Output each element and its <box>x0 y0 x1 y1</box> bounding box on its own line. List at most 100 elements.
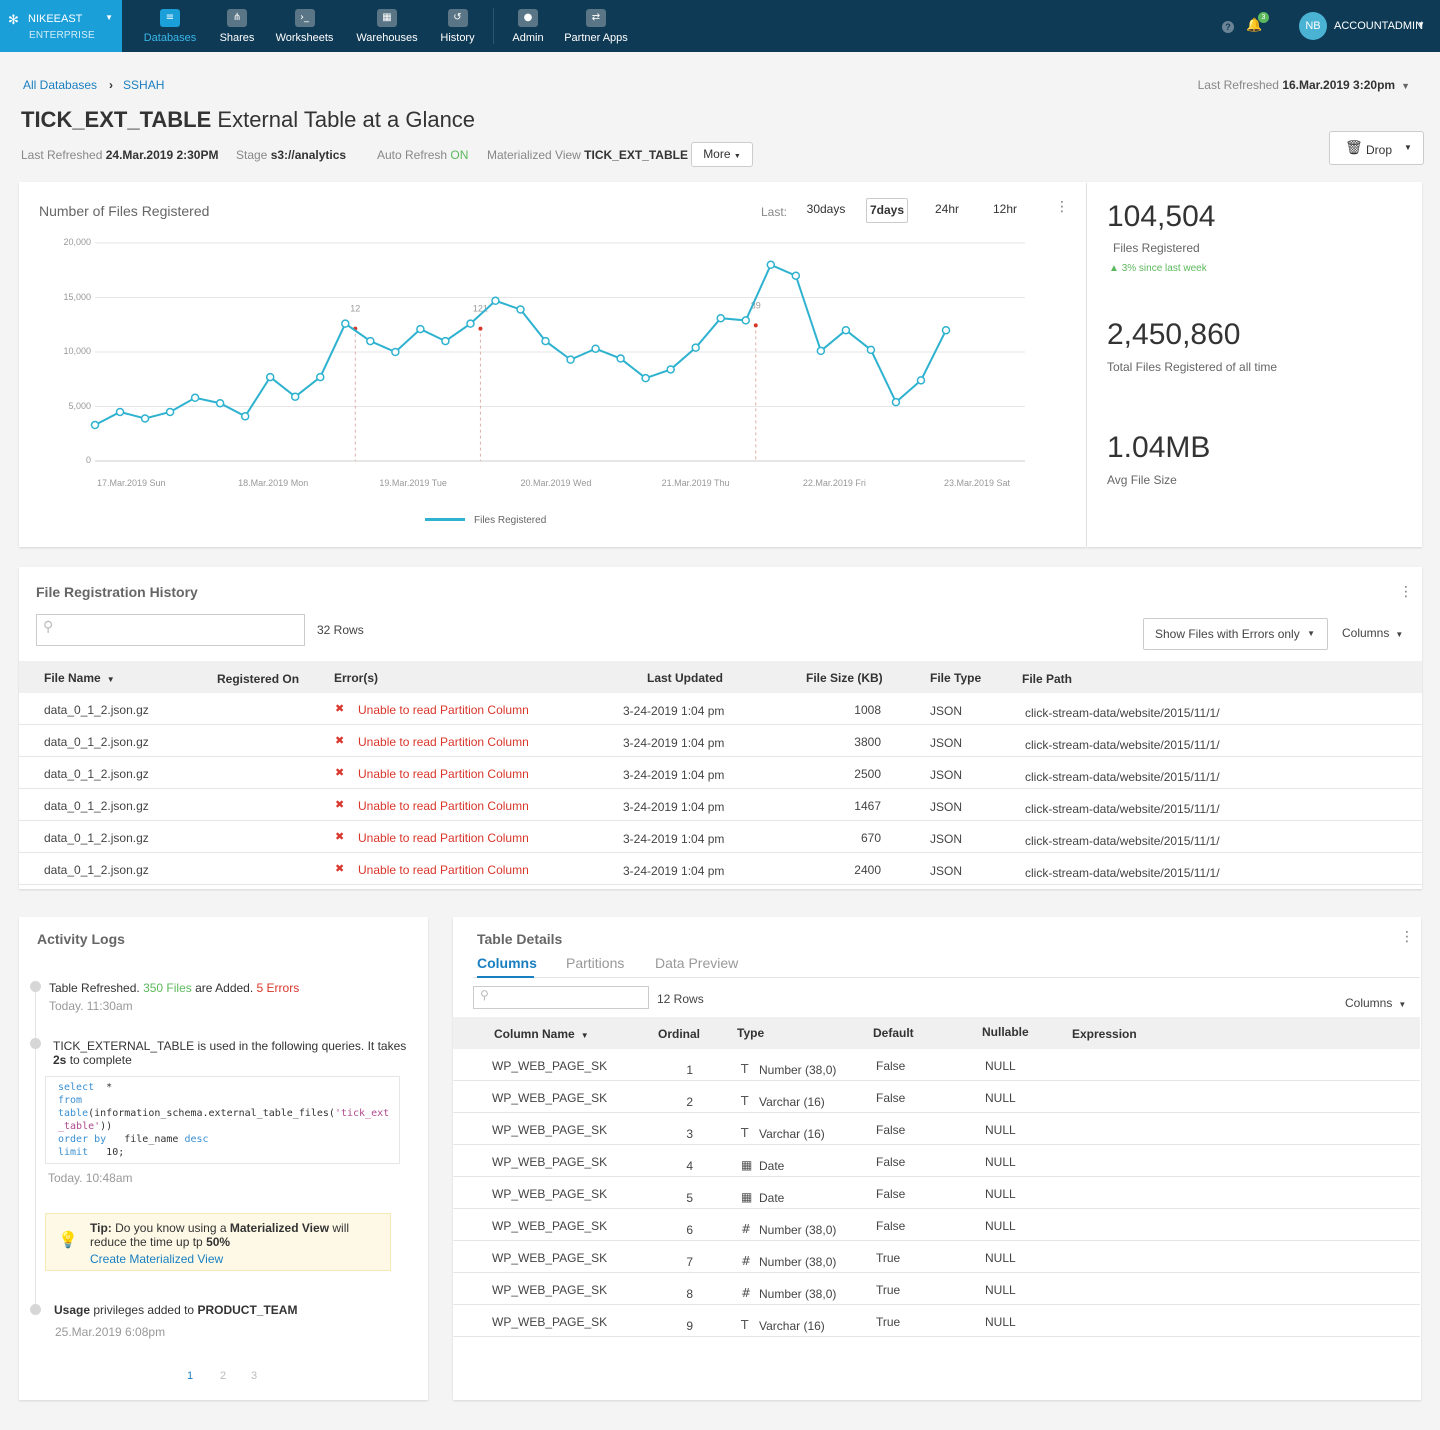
kebab-menu-icon[interactable]: ⋮ <box>1399 584 1413 600</box>
th-ordinal[interactable]: Ordinal <box>658 1027 701 1041</box>
nav-worksheets[interactable]: ›_ Worksheets <box>270 0 339 52</box>
data-point[interactable] <box>240 412 250 421</box>
data-point[interactable] <box>691 343 700 352</box>
th-column-name[interactable]: Column Name ▼ <box>494 1027 589 1041</box>
tab-partitions[interactable]: Partitions <box>566 955 625 971</box>
table-row[interactable]: data_0_1_2.json.gz ✖ Unable to read Partit… <box>19 821 1422 853</box>
table-row[interactable]: data_0_1_2.json.gz ✖ Unable to read Partit… <box>19 853 1422 885</box>
nav-shares[interactable]: ⋔ Shares <box>214 0 260 52</box>
data-point[interactable] <box>941 325 951 335</box>
data-point[interactable] <box>616 354 625 363</box>
data-point[interactable] <box>741 316 751 325</box>
data-point[interactable] <box>891 397 901 407</box>
data-point[interactable] <box>391 347 400 357</box>
th-errors[interactable]: Error(s) <box>334 671 379 685</box>
page-3[interactable]: 3 <box>251 1370 258 1382</box>
table-row[interactable]: data_0_1_2.json.gz ✖ Unable to read Partit… <box>19 757 1422 789</box>
data-point[interactable] <box>591 344 600 353</box>
data-point[interactable] <box>916 376 926 385</box>
th-file-name[interactable]: File Name ▼ <box>44 671 115 685</box>
range-30days[interactable]: 30days <box>806 202 846 216</box>
help-icon[interactable]: ? <box>1222 21 1234 33</box>
th-nullable[interactable]: Nullable <box>982 1025 1029 1039</box>
data-point[interactable] <box>265 372 275 382</box>
data-point[interactable] <box>165 407 175 417</box>
data-point[interactable] <box>866 345 876 355</box>
create-materialized-view-link[interactable]: Create Materialized View <box>90 1252 224 1266</box>
th-file-type[interactable]: File Type <box>930 671 982 685</box>
th-file-size[interactable]: File Size (KB) <box>806 671 883 685</box>
nav-history[interactable]: ↺ History <box>434 0 481 52</box>
table-row[interactable]: WP_WEB_PAGE_SK 4 ▦ Date False NULL <box>453 1145 1420 1177</box>
table-row[interactable]: data_0_1_2.json.gz ✖ Unable to read Partit… <box>19 725 1422 757</box>
th-type[interactable]: Type <box>737 1026 765 1040</box>
file-search-input[interactable]: ⚲ <box>36 614 305 646</box>
data-point[interactable] <box>491 296 500 306</box>
data-point[interactable] <box>441 336 450 346</box>
nav-admin[interactable]: ● Admin <box>506 0 550 52</box>
kebab-menu-icon[interactable]: ⋮ <box>1400 929 1414 945</box>
chevron-down-icon[interactable]: ▼ <box>1417 20 1425 29</box>
column-search-input[interactable]: ⚲ <box>473 986 649 1009</box>
drop-button[interactable]: 🗑 Drop ▼ <box>1329 131 1424 165</box>
th-file-path[interactable]: File Path <box>1022 672 1073 686</box>
data-point[interactable] <box>115 407 125 417</box>
data-point[interactable] <box>791 271 801 280</box>
data-point[interactable] <box>516 305 525 314</box>
breadcrumb-database[interactable]: SSHAH <box>123 78 165 92</box>
data-point[interactable] <box>140 414 150 423</box>
table-row[interactable]: WP_WEB_PAGE_SK 7 # Number (38,0) True NULL <box>453 1241 1420 1273</box>
table-row[interactable]: WP_WEB_PAGE_SK 8 # Number (38,0) True NULL <box>453 1273 1420 1305</box>
nav-partner-apps[interactable]: ⇄ Partner Apps <box>558 0 634 52</box>
data-point[interactable] <box>341 319 350 328</box>
data-point[interactable] <box>190 393 200 403</box>
columns-dropdown[interactable]: Columns ▼ <box>1345 996 1407 1010</box>
th-last-updated[interactable]: Last Updated <box>647 671 724 685</box>
range-7days[interactable]: 7days <box>866 198 908 223</box>
chevron-down-icon[interactable]: ▼ <box>1401 81 1410 91</box>
th-registered-on[interactable]: Registered On <box>217 672 300 686</box>
th-expression[interactable]: Expression <box>1072 1027 1137 1041</box>
data-point[interactable] <box>566 355 575 364</box>
page-1[interactable]: 1 <box>187 1370 194 1382</box>
table-row[interactable]: WP_WEB_PAGE_SK 3 T Varchar (16) False NULL <box>453 1113 1420 1145</box>
columns-dropdown[interactable]: Columns ▼ <box>1342 626 1404 640</box>
data-point[interactable] <box>290 392 300 401</box>
table-row[interactable]: data_0_1_2.json.gz ✖ Unable to read Partit… <box>19 693 1422 725</box>
tab-columns[interactable]: Columns <box>477 955 537 971</box>
data-point[interactable] <box>215 398 225 408</box>
data-point[interactable] <box>541 336 550 346</box>
breadcrumb-all-databases[interactable]: All Databases <box>23 78 98 92</box>
data-point[interactable] <box>466 319 475 328</box>
data-point[interactable] <box>816 346 826 356</box>
data-point[interactable] <box>841 325 851 335</box>
range-24hr[interactable]: 24hr <box>934 202 960 216</box>
kebab-menu-icon[interactable]: ⋮ <box>1055 199 1069 215</box>
error-filter-select[interactable]: Show Files with Errors only ▼ <box>1143 618 1328 650</box>
range-12hr[interactable]: 12hr <box>992 202 1018 216</box>
data-point[interactable] <box>766 260 776 270</box>
avatar[interactable]: NB <box>1299 12 1327 40</box>
nav-warehouses[interactable]: ▦ Warehouses <box>351 0 423 52</box>
data-point[interactable] <box>366 336 375 346</box>
more-button[interactable]: More ▼ <box>691 142 753 167</box>
data-point[interactable] <box>416 324 425 334</box>
table-row[interactable]: WP_WEB_PAGE_SK 1 T Number (38,0) False NULL <box>453 1049 1420 1081</box>
table-row[interactable]: WP_WEB_PAGE_SK 9 T Varchar (16) True NULL <box>453 1305 1420 1337</box>
data-point[interactable] <box>641 373 650 383</box>
nav-databases[interactable]: ≡ Databases <box>141 0 199 52</box>
tab-data-preview[interactable]: Data Preview <box>655 955 739 971</box>
data-point[interactable] <box>90 420 100 430</box>
th-default[interactable]: Default <box>873 1026 914 1040</box>
bell-icon[interactable]: 🔔 <box>1246 18 1263 33</box>
data-point[interactable] <box>716 313 725 323</box>
table-row[interactable]: WP_WEB_PAGE_SK 2 T Varchar (16) False NULL <box>453 1081 1420 1113</box>
data-point[interactable] <box>316 372 325 382</box>
page-2[interactable]: 2 <box>220 1370 227 1382</box>
user-role[interactable]: ACCOUNTADMIN <box>1334 20 1424 32</box>
table-row[interactable]: data_0_1_2.json.gz ✖ Unable to read Partit… <box>19 789 1422 821</box>
account-switcher[interactable]: ✻ NIKEEAST ENTERPRISE ▼ <box>0 0 122 52</box>
data-point[interactable] <box>666 365 675 374</box>
table-row[interactable]: WP_WEB_PAGE_SK 6 # Number (38,0) False NULL <box>453 1209 1420 1241</box>
table-row[interactable]: WP_WEB_PAGE_SK 5 ▦ Date False NULL <box>453 1177 1420 1209</box>
